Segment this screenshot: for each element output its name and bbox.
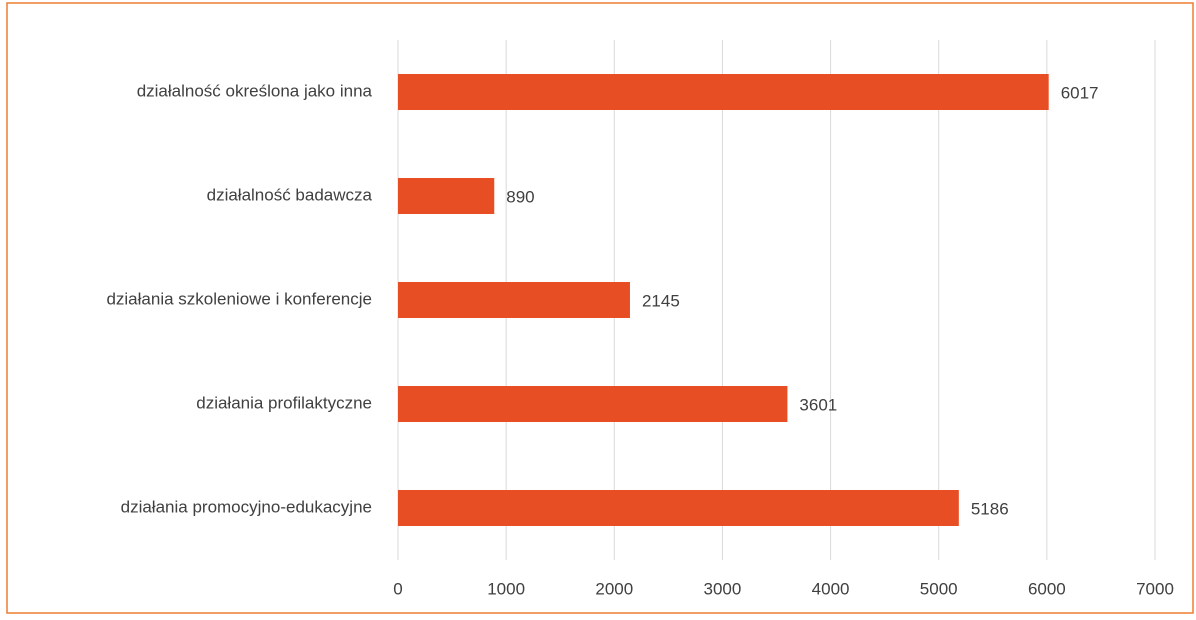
bar [398, 74, 1049, 110]
data-label: 2145 [642, 291, 680, 310]
bar [398, 178, 495, 214]
bar [398, 386, 788, 422]
y-tick-label: działania szkoleniowe i konferencje [106, 289, 372, 308]
data-label: 6017 [1061, 83, 1099, 102]
x-tick-label: 4000 [812, 579, 850, 598]
x-tick-label: 3000 [704, 579, 742, 598]
x-tick-label: 0 [393, 579, 402, 598]
x-tick-label: 1000 [487, 579, 525, 598]
x-tick-label: 2000 [595, 579, 633, 598]
data-label: 3601 [799, 395, 837, 414]
data-label: 5186 [971, 499, 1009, 518]
x-tick-label: 5000 [920, 579, 958, 598]
x-tick-label: 6000 [1028, 579, 1066, 598]
y-tick-label: działalność badawcza [207, 185, 373, 204]
bar [398, 490, 959, 526]
x-tick-label: 7000 [1136, 579, 1174, 598]
y-tick-label: działania promocyjno-edukacyjne [121, 497, 372, 516]
data-label: 890 [506, 187, 534, 206]
y-tick-label: działania profilaktyczne [196, 393, 372, 412]
bar [398, 282, 630, 318]
y-tick-label: działalność określona jako inna [137, 81, 373, 100]
